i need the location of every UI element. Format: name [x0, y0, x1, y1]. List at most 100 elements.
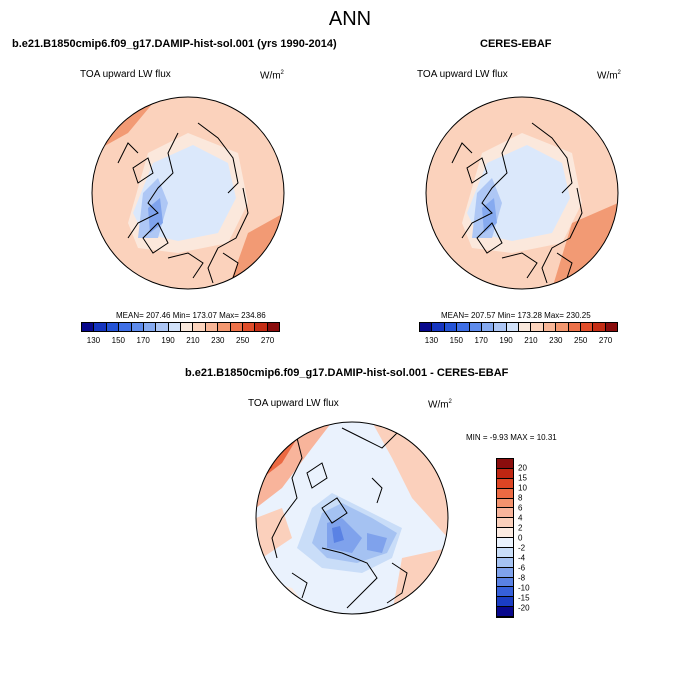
panel1-variable: TOA upward LW flux — [80, 69, 171, 80]
panel3-colorbar-swatch — [497, 567, 513, 578]
panel3-colorbar-swatch — [497, 478, 513, 489]
panel2-colorbar-tick-label: 170 — [474, 336, 488, 345]
panel3-colorbar-tick-label: -2 — [518, 543, 526, 553]
panel2-colorbar-swatch — [469, 323, 482, 331]
panel2-colorbar-tick-label: 210 — [524, 336, 538, 345]
panel2-title: CERES-EBAF — [480, 38, 552, 50]
panel2-variable: TOA upward LW flux — [417, 69, 508, 80]
panel2-colorbar-swatch — [531, 323, 544, 331]
panel3-colorbar-swatch — [497, 547, 513, 558]
panel1-colorbar-tick-label: 170 — [136, 336, 150, 345]
panel3-colorbar-tick-label: -10 — [518, 583, 530, 593]
panel1-title: b.e21.B1850cmip6.f09_g17.DAMIP-hist-sol.… — [12, 38, 337, 50]
panel1-colorbar-swatch — [230, 323, 243, 331]
panel2-colorbar — [419, 322, 618, 332]
panel1-colorbar-tick-label: 130 — [86, 336, 101, 345]
panel2-colorbar-swatch — [543, 323, 557, 331]
panel2-colorbar-swatch — [506, 323, 519, 331]
panel3-colorbar-swatch — [497, 528, 513, 538]
panel1-colorbar-swatch — [106, 323, 120, 331]
panel1-colorbar-swatch — [218, 323, 231, 331]
panel3-colorbar-swatch — [497, 587, 513, 598]
panel1-polar-map — [91, 96, 285, 290]
panel2-colorbar-swatch — [494, 323, 507, 331]
panel1-colorbar-swatch — [131, 323, 144, 331]
panel2-colorbar-tick-label: 270 — [598, 336, 613, 345]
panel1-colorbar-ticks: 130 150 170 190 210 230 250 270 — [81, 336, 280, 346]
panel1-colorbar-swatch — [143, 323, 157, 331]
panel1-colorbar-tick-label: 230 — [211, 336, 225, 345]
panel1-colorbar-tick-label: 250 — [236, 336, 250, 345]
panel2-colorbar-tick-label: 250 — [574, 336, 588, 345]
panel1-colorbar-swatch — [267, 323, 279, 331]
panel1-colorbar-tick-label: 150 — [111, 336, 125, 345]
panel1-colorbar-tick-label: 270 — [260, 336, 275, 345]
panel3-colorbar-tick-label: 2 — [518, 523, 523, 533]
panel2-stats: MEAN= 207.57 Min= 173.28 Max= 230.25 — [441, 311, 591, 320]
panel2-colorbar-swatch — [580, 323, 594, 331]
panel1-stats: MEAN= 207.46 Min= 173.07 Max= 234.86 — [116, 311, 266, 320]
panel3-units: W/m2 — [428, 399, 452, 411]
panel1-colorbar-swatch — [242, 323, 256, 331]
panel3-colorbar-swatch — [497, 488, 513, 499]
panel3-colorbar-tick-label: -8 — [518, 573, 526, 583]
panel3-colorbar-swatch — [497, 597, 513, 608]
panel3-colorbar-tick-label: 15 — [518, 473, 527, 483]
panel3-colorbar-tick-label: 4 — [518, 513, 523, 523]
panel2-colorbar-swatch — [556, 323, 569, 331]
panel2-polar-map — [425, 96, 619, 290]
panel3-colorbar-tick-label: -15 — [518, 593, 530, 603]
panel3-colorbar-swatch — [497, 518, 513, 529]
panel3-colorbar-swatch — [497, 577, 513, 588]
panel2-colorbar-tick-label: 230 — [549, 336, 563, 345]
panel2-colorbar-swatch — [457, 323, 470, 331]
panel2-colorbar-swatch — [568, 323, 581, 331]
panel3-colorbar-tick-label: 10 — [518, 483, 527, 493]
panel3-colorbar-ticks: 20 15 10 8 6 4 2 0 -2 -4 -6 -8 -10 -15 -20 — [518, 458, 548, 618]
panel1-units: W/m2 — [260, 70, 284, 82]
panel1-colorbar-tick-label: 190 — [161, 336, 175, 345]
panel2-colorbar-swatch — [593, 323, 606, 331]
panel3-colorbar-tick-label: 20 — [518, 463, 527, 473]
panel1-colorbar-swatch — [119, 323, 132, 331]
panel2-colorbar-swatch — [605, 323, 617, 331]
panel2-colorbar-swatch — [444, 323, 458, 331]
panel1-colorbar-swatch — [82, 323, 95, 331]
panel3-colorbar-swatch — [497, 557, 513, 568]
panel3-colorbar-swatch — [497, 538, 513, 548]
panel2-colorbar-ticks: 130 150 170 190 210 230 250 270 — [419, 336, 618, 346]
panel3-colorbar-swatch — [497, 498, 513, 509]
panel3-colorbar-swatch — [497, 468, 513, 479]
panel3-colorbar-tick-label: -4 — [518, 553, 526, 563]
panel2-colorbar-swatch — [420, 323, 433, 331]
panel2-colorbar-swatch — [432, 323, 445, 331]
panel3-colorbar-tick-label: -6 — [518, 563, 526, 573]
panel1-colorbar-tick-label: 210 — [186, 336, 200, 345]
panel2-colorbar-tick-label: 150 — [449, 336, 463, 345]
panel3-colorbar-tick-label: 8 — [518, 493, 523, 503]
panel2-colorbar-tick-label: 190 — [499, 336, 513, 345]
panel1-colorbar-swatch — [94, 323, 107, 331]
panel3-colorbar-swatch — [497, 459, 513, 469]
panel1-colorbar-swatch — [193, 323, 206, 331]
panel1-colorbar-swatch — [255, 323, 268, 331]
panel3-colorbar-tick-label: 0 — [518, 533, 523, 543]
panel3-title: b.e21.B1850cmip6.f09_g17.DAMIP-hist-sol.… — [185, 367, 509, 379]
panel1-colorbar-swatch — [168, 323, 181, 331]
panel1-colorbar-swatch — [205, 323, 219, 331]
panel2-colorbar-swatch — [481, 323, 495, 331]
figure-title: ANN — [328, 8, 372, 30]
panel1-colorbar — [81, 322, 280, 332]
panel3-colorbar — [496, 458, 514, 618]
panel1-colorbar-swatch — [156, 323, 169, 331]
panel3-colorbar-tick-label: -20 — [518, 603, 530, 613]
panel3-colorbar-tick-label: 6 — [518, 503, 523, 513]
panel3-variable: TOA upward LW flux — [248, 398, 339, 409]
panel2-units: W/m2 — [597, 70, 621, 82]
panel3-stats: MIN = -9.93 MAX = 10.31 — [466, 433, 557, 442]
panel3-polar-map — [255, 421, 449, 615]
panel3-colorbar-swatch — [497, 607, 513, 617]
panel2-colorbar-tick-label: 130 — [424, 336, 439, 345]
panel3-colorbar-swatch — [497, 508, 513, 519]
panel2-colorbar-swatch — [519, 323, 532, 331]
